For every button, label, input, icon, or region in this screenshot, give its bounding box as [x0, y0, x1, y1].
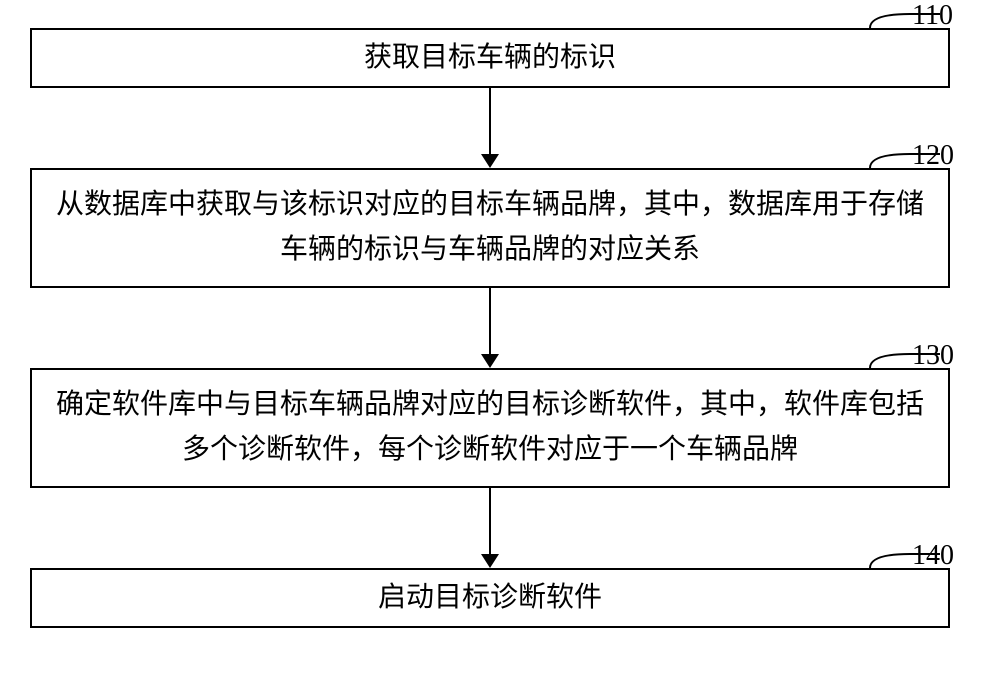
- flow-step-number-110: 110: [912, 0, 953, 32]
- flow-arrow-step120-to-step130: [477, 288, 503, 368]
- flow-step-number-120: 120: [912, 140, 954, 172]
- flow-step-step130: 确定软件库中与目标车辆品牌对应的目标诊断软件，其中，软件库包括多个诊断软件，每个…: [30, 368, 950, 488]
- flow-step-text: 获取目标车辆的标识: [348, 36, 632, 81]
- flow-step-text: 从数据库中获取与该标识对应的目标车辆品牌，其中，数据库用于存储车辆的标识与车辆品…: [32, 183, 948, 273]
- flow-step-number-130: 130: [912, 340, 954, 372]
- flow-step-text: 启动目标诊断软件: [362, 576, 618, 621]
- flow-step-text: 确定软件库中与目标车辆品牌对应的目标诊断软件，其中，软件库包括多个诊断软件，每个…: [32, 383, 948, 473]
- flow-step-step110: 获取目标车辆的标识: [30, 28, 950, 88]
- flow-step-number-140: 140: [912, 540, 954, 572]
- flow-arrow-step130-to-step140: [477, 488, 503, 568]
- flowchart-canvas: 获取目标车辆的标识 110 从数据库中获取与该标识对应的目标车辆品牌，其中，数据库用…: [0, 0, 1000, 695]
- flow-step-step120: 从数据库中获取与该标识对应的目标车辆品牌，其中，数据库用于存储车辆的标识与车辆品…: [30, 168, 950, 288]
- flow-step-step140: 启动目标诊断软件: [30, 568, 950, 628]
- flow-arrow-step110-to-step120: [477, 88, 503, 168]
